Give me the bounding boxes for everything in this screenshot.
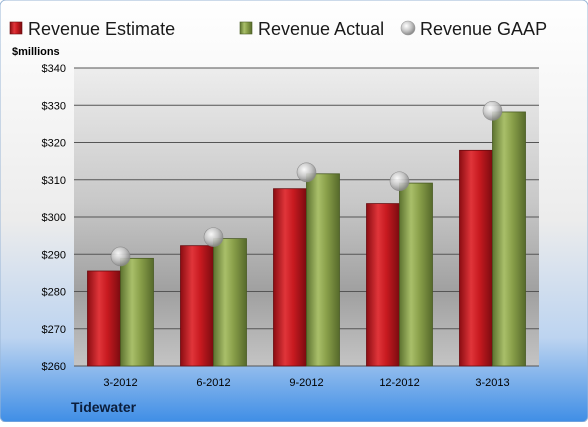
- bar-revenue-actual: [492, 111, 526, 367]
- y-tick-label: $260: [42, 361, 66, 373]
- bar-revenue-actual: [120, 257, 154, 367]
- unit-label: $millions: [12, 46, 60, 58]
- bar-revenue-actual: [213, 238, 247, 367]
- bar-revenue-estimate: [180, 245, 214, 367]
- bar-revenue-actual: [306, 173, 340, 367]
- company-name: Tidewater: [71, 399, 137, 415]
- y-tick-label: $310: [42, 175, 66, 187]
- y-tick-label: $280: [42, 287, 66, 299]
- bar-revenue-estimate: [87, 270, 121, 367]
- y-tick-label: $330: [42, 100, 66, 112]
- y-tick-label: $300: [42, 212, 66, 224]
- y-tick-label: $290: [42, 249, 66, 261]
- bar-revenue-estimate: [459, 149, 493, 367]
- marker-revenue-gaap: [203, 227, 224, 247]
- x-axis-ticks: 3-2012 6-2012 9-2012 12-2012 3-2013: [103, 377, 509, 389]
- y-tick-label: $320: [42, 138, 66, 150]
- y-tick-label: $340: [42, 63, 66, 75]
- x-tick-label: 12-2012: [379, 377, 419, 389]
- legend-swatch: [9, 21, 23, 35]
- x-tick-label: 3-2013: [475, 377, 509, 389]
- bar-revenue-actual: [399, 182, 433, 367]
- y-axis-ticks: $260 $270 $280 $290 $300 $310 $320 $330 $340: [42, 63, 66, 373]
- x-tick-label: 6-2012: [196, 377, 230, 389]
- marker-revenue-gaap: [110, 246, 131, 267]
- x-tick-label: 3-2012: [103, 377, 137, 389]
- marker-revenue-gaap: [296, 162, 317, 183]
- legend-swatch-gaap: [400, 20, 416, 36]
- y-tick-label: $270: [42, 324, 66, 336]
- x-tick-label: 9-2012: [289, 377, 323, 389]
- legend-label: Revenue GAAP: [420, 19, 547, 39]
- bars: [87, 101, 526, 367]
- marker-revenue-gaap: [482, 101, 503, 121]
- bar-revenue-estimate: [366, 203, 400, 367]
- legend: Revenue Estimate Revenue Actual Revenue GA…: [9, 19, 547, 39]
- legend-swatch: [239, 21, 253, 35]
- legend-label: Revenue Actual: [258, 19, 384, 39]
- marker-revenue-gaap: [389, 171, 410, 192]
- bar-revenue-estimate: [273, 188, 307, 367]
- legend-label: Revenue Estimate: [28, 19, 175, 39]
